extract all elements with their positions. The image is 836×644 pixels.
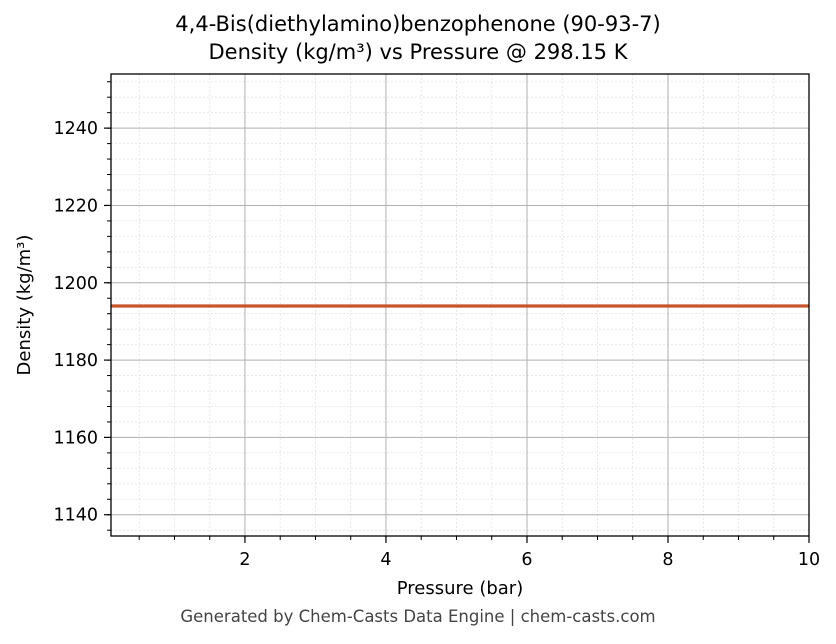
y-tick-label: 1160 bbox=[53, 428, 98, 448]
footer-credit: Generated by Chem-Casts Data Engine | ch… bbox=[180, 607, 656, 626]
chart-title-line2: Density (kg/m³) vs Pressure @ 298.15 K bbox=[208, 40, 628, 64]
y-tick-label: 1220 bbox=[53, 196, 98, 216]
y-axis-label: Density (kg/m³) bbox=[14, 235, 35, 376]
x-tick-label: 6 bbox=[521, 550, 532, 570]
y-tick-label: 1240 bbox=[53, 119, 98, 139]
y-tick-label: 1180 bbox=[53, 351, 98, 371]
plot-frame bbox=[110, 73, 810, 537]
chart-title-line1: 4,4-Bis(diethylamino)benzophenone (90-93… bbox=[175, 12, 661, 36]
major-grid bbox=[111, 74, 810, 536]
y-tick-label: 1140 bbox=[53, 506, 98, 526]
axis-ticks: 2 4 6 8 10 1140 1160 1180 1200 1220 1240 bbox=[53, 81, 820, 570]
x-axis-label: Pressure (bar) bbox=[397, 578, 523, 599]
x-tick-label: 8 bbox=[662, 550, 673, 570]
x-tick-label: 2 bbox=[239, 550, 250, 570]
x-tick-label: 4 bbox=[380, 550, 391, 570]
x-tick-label: 10 bbox=[798, 550, 820, 570]
y-tick-label: 1200 bbox=[53, 274, 98, 294]
